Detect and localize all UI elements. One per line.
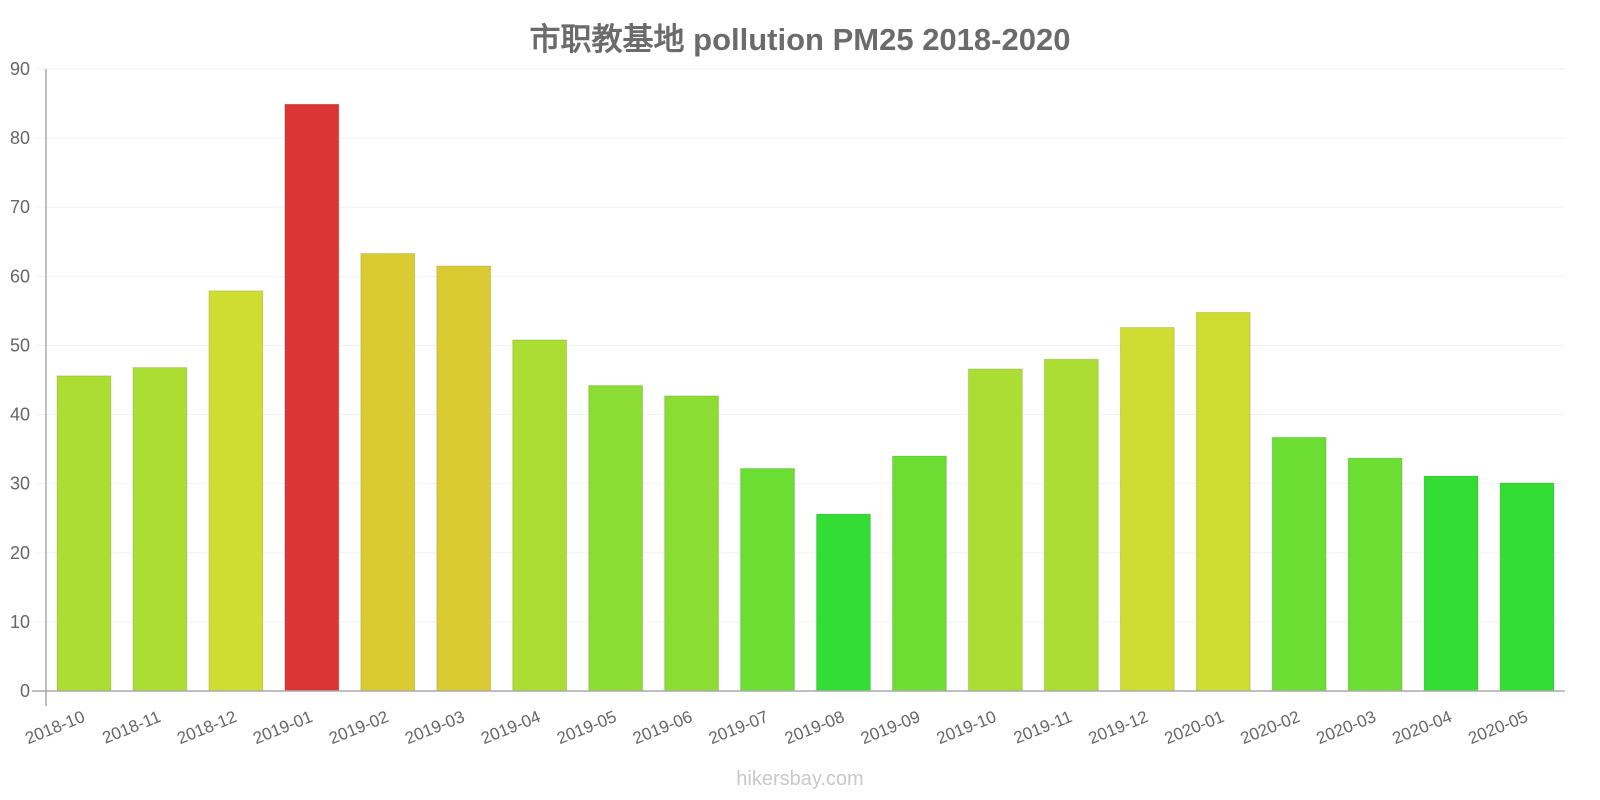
bar-2019-10 <box>967 368 1023 692</box>
x-tick-label: 2019-02 <box>326 707 391 748</box>
x-tick-label: 2019-10 <box>934 707 999 748</box>
bar-2019-05 <box>588 385 644 692</box>
x-tick-label: 2020-02 <box>1238 707 1303 748</box>
y-tick-label: 90 <box>10 59 30 79</box>
x-tick-label: 2019-05 <box>554 707 619 748</box>
x-tick-label: 2020-01 <box>1162 707 1227 748</box>
bar-2019-08 <box>816 513 871 692</box>
x-tick-label: 2019-12 <box>1086 707 1151 748</box>
y-tick-label: 0 <box>20 681 30 701</box>
gridlines <box>46 68 1565 623</box>
bar-2018-10 <box>56 375 112 692</box>
y-tick-label: 80 <box>10 128 30 148</box>
x-axis-ticks: 2018-10 2018-11 2018-12 2019-01 2019-02 2019-… <box>23 707 1531 748</box>
bar-2020-04 <box>1423 475 1479 692</box>
x-tick-label: 2020-04 <box>1390 707 1455 748</box>
x-tick-label: 2019-07 <box>706 707 771 748</box>
bar-2020-05 <box>1499 482 1555 692</box>
bar-2019-09 <box>891 455 947 692</box>
bar-2020-03 <box>1347 457 1403 692</box>
bar-2019-07 <box>740 467 795 692</box>
x-tick-label: 2019-01 <box>250 707 315 748</box>
x-tick-label: 2020-05 <box>1466 707 1531 748</box>
x-tick-label: 2019-03 <box>402 707 467 748</box>
bar-2020-02 <box>1271 436 1327 692</box>
y-tick-label: 50 <box>10 335 30 355</box>
bar-2018-12 <box>208 290 264 692</box>
bar-2019-04 <box>512 339 568 692</box>
x-tick-label: 2019-09 <box>858 707 923 748</box>
bar-2019-03 <box>436 265 492 692</box>
x-tick-label: 2018-10 <box>23 707 88 748</box>
x-tick-label: 2019-06 <box>630 707 695 748</box>
x-tick-label: 2019-04 <box>478 707 543 748</box>
bar-2019-01 <box>284 103 340 692</box>
bar-2019-11 <box>1043 358 1099 692</box>
watermark: hikersbay.com <box>736 768 864 790</box>
x-tick-label: 2020-03 <box>1314 707 1379 748</box>
x-tick-label: 2018-11 <box>100 707 164 748</box>
bar-2019-06 <box>664 395 720 692</box>
y-tick-label: 10 <box>10 612 30 632</box>
x-tick-label: 2019-08 <box>782 707 847 748</box>
bar-2020-01 <box>1195 311 1251 692</box>
y-tick-label: 60 <box>10 266 30 286</box>
y-tick-label: 40 <box>10 405 30 425</box>
bar-2019-12 <box>1119 326 1175 692</box>
y-axis-ticks: 0 10 20 30 40 50 60 70 80 90 <box>10 59 46 701</box>
y-tick-label: 70 <box>10 197 30 217</box>
x-tick-label: 2018-12 <box>174 707 239 748</box>
bars <box>56 103 1555 692</box>
bar-2018-11 <box>132 367 188 692</box>
y-tick-label: 30 <box>10 474 30 494</box>
x-tick-label: 2019-11 <box>1011 707 1075 748</box>
y-tick-label: 20 <box>10 543 30 563</box>
chart-title: 市职教基地 pollution PM25 2018-2020 <box>529 22 1071 57</box>
bar-2019-02 <box>360 253 416 692</box>
